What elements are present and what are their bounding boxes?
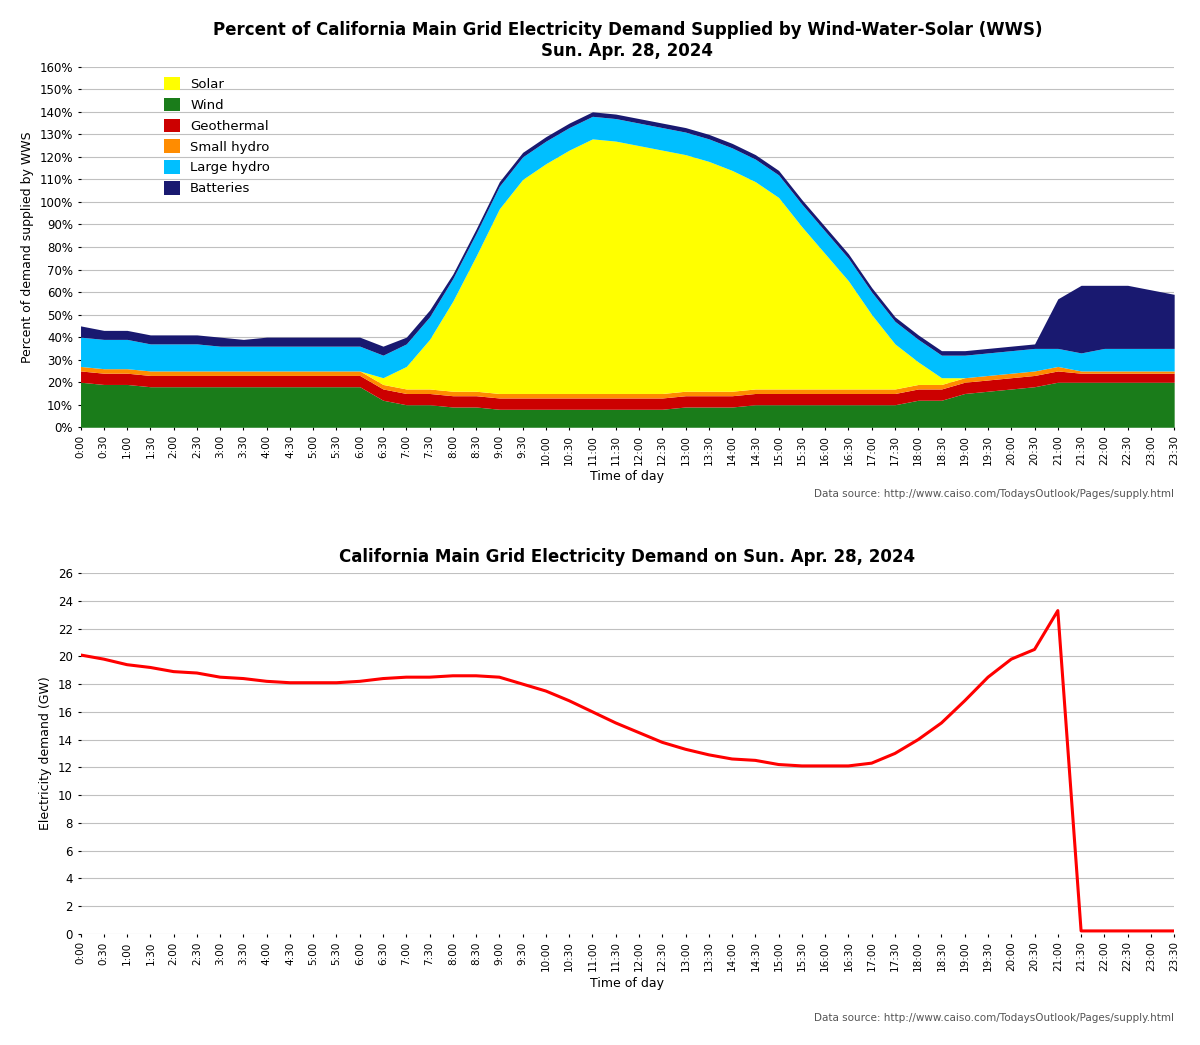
Text: Data source: http://www.caiso.com/TodaysOutlook/Pages/supply.html: Data source: http://www.caiso.com/Todays… [814, 1013, 1174, 1023]
Text: Data source: http://www.caiso.com/TodaysOutlook/Pages/supply.html: Data source: http://www.caiso.com/Todays… [814, 489, 1174, 498]
X-axis label: Time of day: Time of day [590, 977, 665, 990]
Y-axis label: Percent of demand supplied by WWS: Percent of demand supplied by WWS [20, 132, 34, 363]
Title: Percent of California Main Grid Electricity Demand Supplied by Wind-Water-Solar : Percent of California Main Grid Electric… [212, 21, 1042, 60]
Legend: Solar, Wind, Geothermal, Small hydro, Large hydro, Batteries: Solar, Wind, Geothermal, Small hydro, La… [163, 77, 270, 195]
X-axis label: Time of day: Time of day [590, 470, 665, 484]
Title: California Main Grid Electricity Demand on Sun. Apr. 28, 2024: California Main Grid Electricity Demand … [340, 548, 916, 566]
Y-axis label: Electricity demand (GW): Electricity demand (GW) [40, 676, 53, 831]
